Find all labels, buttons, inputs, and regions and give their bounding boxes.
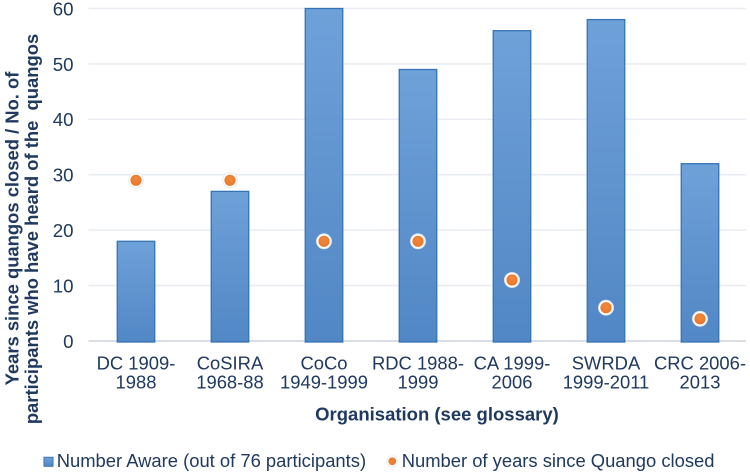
svg-text:1999-2011: 1999-2011 xyxy=(563,372,650,393)
svg-text:Organisation (see glossary): Organisation (see glossary) xyxy=(315,404,559,425)
svg-text:50: 50 xyxy=(53,54,74,75)
svg-text:CoCo: CoCo xyxy=(300,353,347,374)
svg-text:Years since quangos closed / N: Years since quangos closed / No. of xyxy=(2,71,23,386)
svg-text:1949-1999: 1949-1999 xyxy=(280,372,368,393)
svg-text:Number Aware (out of 76 partic: Number Aware (out of 76 participants) xyxy=(57,450,366,471)
svg-text:CRC 2006-: CRC 2006- xyxy=(654,353,746,374)
svg-text:SWRDA: SWRDA xyxy=(572,353,641,374)
svg-text:CoSIRA: CoSIRA xyxy=(197,353,264,374)
svg-text:60: 60 xyxy=(53,0,74,19)
svg-text:10: 10 xyxy=(53,276,74,297)
svg-text:1968-88: 1968-88 xyxy=(196,372,264,393)
svg-text:30: 30 xyxy=(53,165,74,186)
svg-text:Number of years since Quango c: Number of years since Quango closed xyxy=(402,450,715,471)
svg-text:20: 20 xyxy=(53,220,74,241)
svg-text:participants who have heard of: participants who have heard of the quang… xyxy=(21,34,42,424)
svg-text:2013: 2013 xyxy=(680,372,721,393)
svg-text:CA 1999-: CA 1999- xyxy=(474,353,551,374)
svg-text:40: 40 xyxy=(53,109,74,130)
svg-text:1988: 1988 xyxy=(116,372,157,393)
svg-text:0: 0 xyxy=(63,331,73,352)
svg-text:2006: 2006 xyxy=(492,372,533,393)
svg-text:1999: 1999 xyxy=(398,372,439,393)
svg-text:DC 1909-: DC 1909- xyxy=(97,353,176,374)
svg-text:RDC 1988-: RDC 1988- xyxy=(372,353,464,374)
